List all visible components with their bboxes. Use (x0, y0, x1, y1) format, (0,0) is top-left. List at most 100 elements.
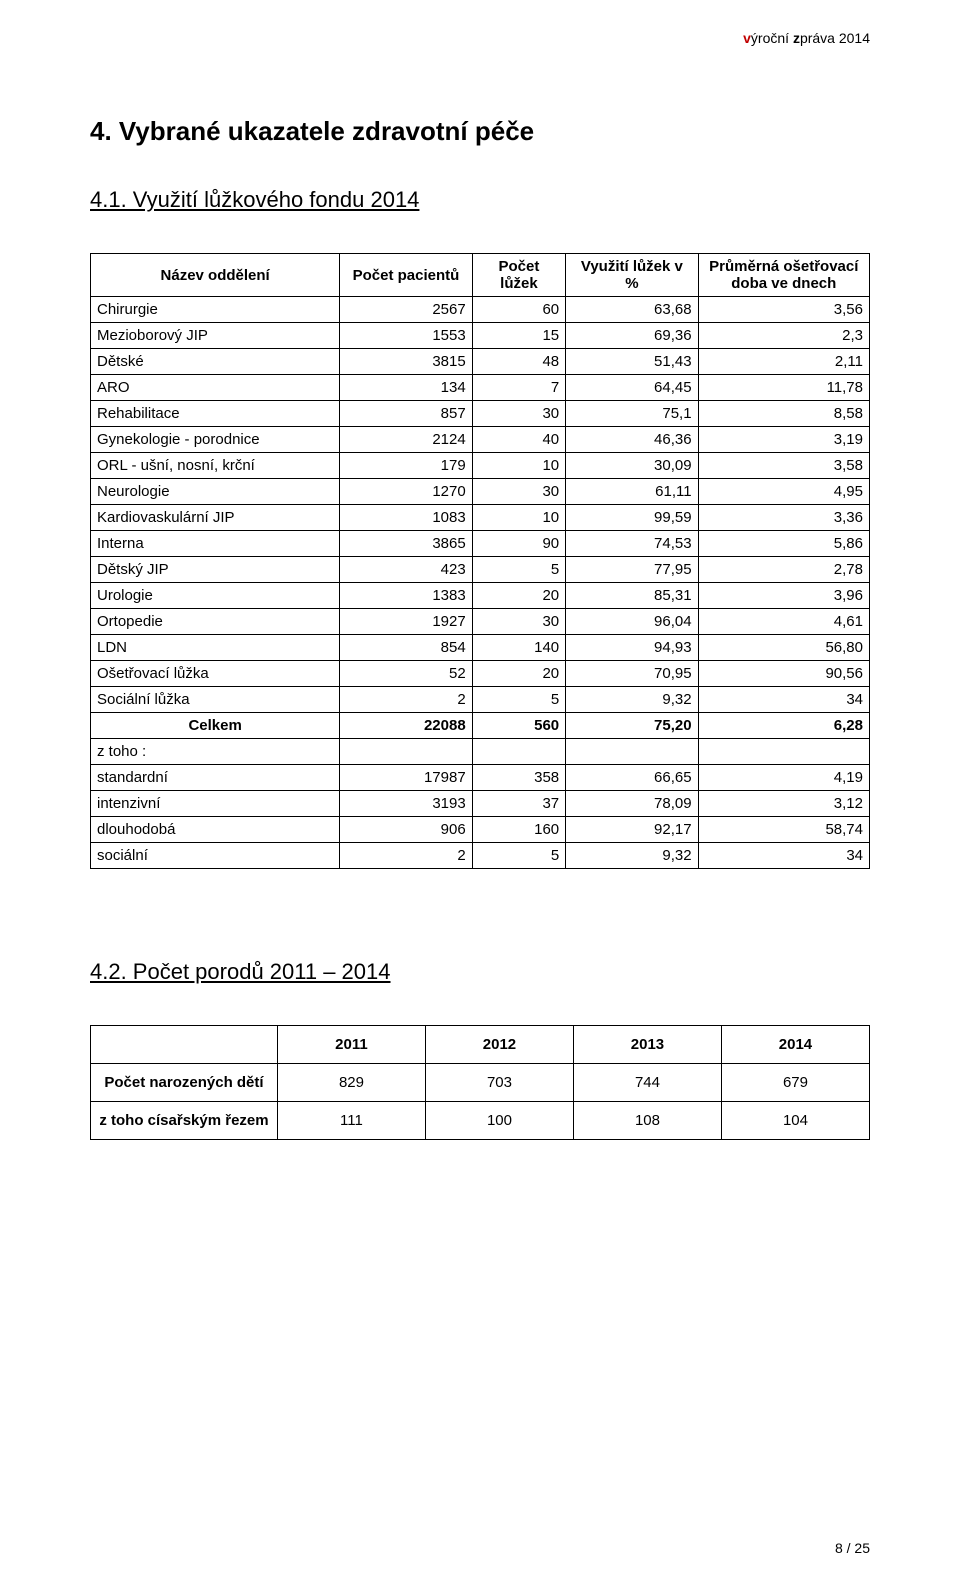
cell-value: 11,78 (698, 375, 869, 401)
cell-value: 1270 (340, 479, 472, 505)
cell-value: 1927 (340, 609, 472, 635)
cell-value: 5,86 (698, 531, 869, 557)
cell-name: Kardiovaskulární JIP (91, 505, 340, 531)
cell-value: 15 (472, 323, 565, 349)
cell-value: 111 (277, 1102, 425, 1140)
cell-value: 5 (472, 687, 565, 713)
col-header: 2012 (425, 1026, 573, 1064)
section-subtitle-2: 4.2. Počet porodů 2011 – 2014 (90, 959, 870, 985)
cell-value: 2124 (340, 427, 472, 453)
cell-value: 8,58 (698, 401, 869, 427)
table-row: Dětský JIP423577,952,78 (91, 557, 870, 583)
cell-value: 140 (472, 635, 565, 661)
cell-value: 3,12 (698, 791, 869, 817)
cell-name: ARO (91, 375, 340, 401)
col-header: Využití lůžek v % (566, 254, 698, 297)
cell-name: Dětské (91, 349, 340, 375)
cell-value: 1083 (340, 505, 472, 531)
cell-value: 78,09 (566, 791, 698, 817)
table-row: ARO134764,4511,78 (91, 375, 870, 401)
cell-name: Chirurgie (91, 297, 340, 323)
cell-name: LDN (91, 635, 340, 661)
cell-value: 96,04 (566, 609, 698, 635)
cell-value: 34 (698, 687, 869, 713)
header-v: v (743, 30, 751, 46)
cell-value: 100 (425, 1102, 573, 1140)
cell-value: 108 (573, 1102, 721, 1140)
table-row-total: Celkem2208856075,206,28 (91, 713, 870, 739)
cell-name: ORL - ušní, nosní, krční (91, 453, 340, 479)
col-header: Průměrná ošetřovací doba ve dnech (698, 254, 869, 297)
cell-value: 744 (573, 1064, 721, 1102)
cell-value: 90 (472, 531, 565, 557)
table-row: Sociální lůžka259,3234 (91, 687, 870, 713)
table-row: Chirurgie25676063,683,56 (91, 297, 870, 323)
cell-label: z toho císařským řezem (91, 1102, 278, 1140)
cell-value: 854 (340, 635, 472, 661)
cell-name: Urologie (91, 583, 340, 609)
col-header: 2014 (721, 1026, 869, 1064)
cell-value: 829 (277, 1064, 425, 1102)
cell-value: 2,11 (698, 349, 869, 375)
cell-value: 104 (721, 1102, 869, 1140)
cell-name: Rehabilitace (91, 401, 340, 427)
table-row: Počet narozených dětí829703744679 (91, 1064, 870, 1102)
table-row: intenzivní31933778,093,12 (91, 791, 870, 817)
table-row: Kardiovaskulární JIP10831099,593,36 (91, 505, 870, 531)
cell-value: 20 (472, 583, 565, 609)
cell-value: 179 (340, 453, 472, 479)
cell-value: 20 (472, 661, 565, 687)
cell-value: 1553 (340, 323, 472, 349)
cell-value: 9,32 (566, 843, 698, 869)
section-subtitle-1: 4.1. Využití lůžkového fondu 2014 (90, 187, 870, 213)
cell-empty (340, 739, 472, 765)
page: výroční zpráva 2014 4. Vybrané ukazatele… (0, 0, 960, 1586)
cell-name: Mezioborový JIP (91, 323, 340, 349)
cell-value: 74,53 (566, 531, 698, 557)
table-row: Ortopedie19273096,044,61 (91, 609, 870, 635)
cell-value: 679 (721, 1064, 869, 1102)
cell-value: 56,80 (698, 635, 869, 661)
col-header-empty (91, 1026, 278, 1064)
cell-value: 51,43 (566, 349, 698, 375)
beds-table: Název oddělení Počet pacientů Počet lůže… (90, 253, 870, 869)
cell-name: Sociální lůžka (91, 687, 340, 713)
cell-value: 3,58 (698, 453, 869, 479)
cell-value: 34 (698, 843, 869, 869)
cell-value: 70,95 (566, 661, 698, 687)
births-table-body: Počet narozených dětí829703744679z toho … (91, 1064, 870, 1140)
cell-value: 46,36 (566, 427, 698, 453)
cell-value: 30,09 (566, 453, 698, 479)
cell-name: Interna (91, 531, 340, 557)
cell-value: 60 (472, 297, 565, 323)
cell-value: 30 (472, 401, 565, 427)
table-row: Mezioborový JIP15531569,362,3 (91, 323, 870, 349)
cell-value: 22088 (340, 713, 472, 739)
cell-value: 3,19 (698, 427, 869, 453)
cell-name: Gynekologie - porodnice (91, 427, 340, 453)
doc-header: výroční zpráva 2014 (90, 30, 870, 46)
page-number: 8 / 25 (835, 1540, 870, 1556)
cell-value: 160 (472, 817, 565, 843)
cell-value: 423 (340, 557, 472, 583)
col-header: 2013 (573, 1026, 721, 1064)
cell-value: 64,45 (566, 375, 698, 401)
table-row: Ošetřovací lůžka522070,9590,56 (91, 661, 870, 687)
header-prava: práva 2014 (800, 30, 870, 46)
table-row: z toho císařským řezem111100108104 (91, 1102, 870, 1140)
cell-value: 63,68 (566, 297, 698, 323)
cell-value: 37 (472, 791, 565, 817)
cell-value: 3,36 (698, 505, 869, 531)
col-header: Počet lůžek (472, 254, 565, 297)
header-z: z (793, 30, 800, 46)
cell-name: sociální (91, 843, 340, 869)
col-header: Počet pacientů (340, 254, 472, 297)
cell-value: 77,95 (566, 557, 698, 583)
cell-name: Neurologie (91, 479, 340, 505)
cell-value: 857 (340, 401, 472, 427)
table-row: sociální259,3234 (91, 843, 870, 869)
cell-value: 3,56 (698, 297, 869, 323)
cell-value: 92,17 (566, 817, 698, 843)
cell-value: 4,95 (698, 479, 869, 505)
cell-value: 4,19 (698, 765, 869, 791)
